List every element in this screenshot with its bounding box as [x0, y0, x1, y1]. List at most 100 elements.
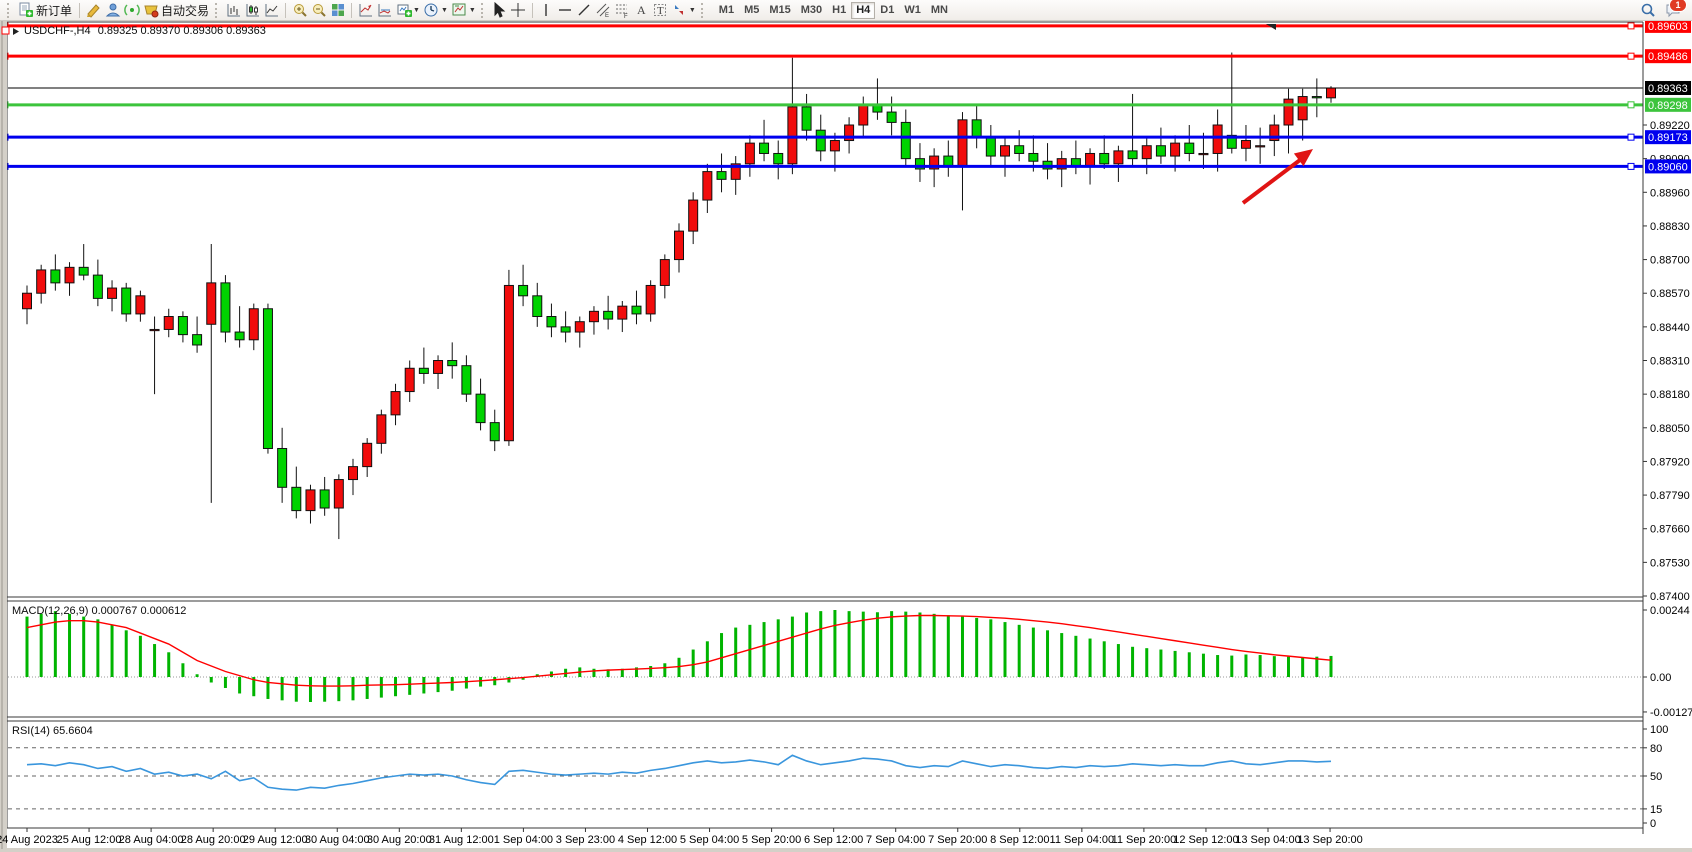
toolbar: 新订单 自动交易 ▼ ▼ ▼: [0, 0, 1692, 21]
new-order-icon[interactable]: [16, 2, 35, 19]
svg-text:80: 80: [1650, 743, 1662, 755]
channel-tool-icon[interactable]: E: [594, 2, 613, 19]
svg-text:13 Sep 20:00: 13 Sep 20:00: [1297, 834, 1362, 846]
symbol-marker-icon: [13, 28, 19, 35]
svg-text:0.89220: 0.89220: [1650, 120, 1690, 132]
svg-text:0.87400: 0.87400: [1650, 591, 1690, 603]
crosshair-icon[interactable]: [509, 2, 528, 19]
chart-symbol-period: USDCHF-,H4: [24, 25, 91, 37]
toolbar-grip[interactable]: [480, 2, 487, 18]
svg-text:100: 100: [1650, 724, 1668, 736]
profile-icon[interactable]: [103, 2, 122, 19]
label-tool-icon[interactable]: T: [651, 2, 670, 19]
macd-pane: 0.00244 0.00 -0.001273: [8, 605, 1692, 719]
svg-text:0.88440: 0.88440: [1650, 322, 1690, 334]
timeframe-d1[interactable]: D1: [880, 4, 895, 16]
search-icon[interactable]: [1638, 2, 1657, 19]
svg-text:0: 0: [1650, 818, 1656, 830]
notification-badge[interactable]: 1: [1669, 0, 1687, 12]
svg-text:7 Sep 20:00: 7 Sep 20:00: [928, 834, 987, 846]
svg-text:3 Sep 23:00: 3 Sep 23:00: [556, 834, 615, 846]
auto-trading-label[interactable]: 自动交易: [161, 3, 210, 18]
signal-icon[interactable]: [122, 2, 141, 19]
svg-text:A: A: [637, 3, 646, 17]
period-caret-icon[interactable]: ▼: [440, 6, 448, 14]
svg-text:4 Sep 12:00: 4 Sep 12:00: [618, 834, 677, 846]
rsi-pane: 100 80 50 15 0: [8, 724, 1668, 830]
vertical-line-tool-icon[interactable]: [537, 2, 556, 19]
svg-text:T: T: [657, 5, 664, 17]
svg-text:11 Sep 04:00: 11 Sep 04:00: [1050, 834, 1115, 846]
svg-text:0.88700: 0.88700: [1650, 255, 1690, 267]
timeframe-w1[interactable]: W1: [904, 4, 921, 16]
trendline-tool-icon[interactable]: [575, 2, 594, 19]
bar-chart-icon[interactable]: [224, 2, 243, 19]
timeframe-h1[interactable]: H1: [832, 4, 847, 16]
svg-text:0.89603: 0.89603: [1648, 21, 1688, 33]
svg-text:0.87530: 0.87530: [1650, 557, 1690, 569]
cursor-icon[interactable]: [490, 2, 509, 19]
timeframe-mn[interactable]: MN: [930, 4, 948, 16]
period-clock-icon[interactable]: [422, 2, 441, 19]
timeframe-m1[interactable]: M1: [718, 4, 735, 16]
toolbar-separator: [79, 2, 81, 18]
svg-text:8 Sep 12:00: 8 Sep 12:00: [990, 834, 1049, 846]
timeframe-group: M1 M5 M15 M30 H1 H4 D1 W1 MN: [714, 1, 953, 19]
rsi-indicator-name: RSI(14): [12, 725, 50, 737]
timeframe-h4[interactable]: H4: [851, 1, 876, 19]
svg-text:13 Sep 04:00: 13 Sep 04:00: [1235, 834, 1300, 846]
indicator-window-icon[interactable]: [375, 2, 394, 19]
arrows-caret-icon[interactable]: ▼: [688, 6, 696, 14]
timeframe-m30[interactable]: M30: [800, 4, 823, 16]
svg-text:0.88830: 0.88830: [1650, 221, 1690, 233]
new-chart-icon[interactable]: [394, 2, 413, 19]
svg-text:24 Aug 2023: 24 Aug 2023: [0, 834, 58, 846]
svg-text:0.88570: 0.88570: [1650, 288, 1690, 300]
svg-text:0.88960: 0.88960: [1650, 187, 1690, 199]
auto-trading-icon[interactable]: [141, 2, 160, 19]
svg-text:31 Aug 12:00: 31 Aug 12:00: [429, 834, 494, 846]
arrows-tool-icon[interactable]: [670, 2, 689, 19]
indicators-icon[interactable]: [356, 2, 375, 19]
arrow-annotation[interactable]: [1241, 149, 1313, 205]
svg-text:1 Sep 04:00: 1 Sep 04:00: [494, 834, 553, 846]
new-order-label[interactable]: 新订单: [36, 3, 73, 18]
svg-text:0.89173: 0.89173: [1648, 132, 1688, 144]
svg-text:0.89363: 0.89363: [1648, 83, 1688, 95]
zoom-in-icon[interactable]: [290, 2, 309, 19]
text-tool-icon[interactable]: A: [632, 2, 651, 19]
timeframe-m15[interactable]: M15: [769, 4, 791, 16]
line-chart-icon[interactable]: [262, 2, 281, 19]
zoom-out-icon[interactable]: [309, 2, 328, 19]
svg-text:25 Aug 12:00: 25 Aug 12:00: [57, 834, 122, 846]
crayon-icon[interactable]: [84, 2, 103, 19]
svg-text:28 Aug 04:00: 28 Aug 04:00: [119, 834, 184, 846]
toolbar-right-group: 1: [1638, 0, 1688, 19]
macd-main-value: 0.000767: [91, 605, 138, 617]
template-icon[interactable]: [450, 2, 469, 19]
toolbar-grip[interactable]: [700, 2, 707, 18]
fibonacci-tool-icon[interactable]: F: [613, 2, 632, 19]
candlestick-chart-icon[interactable]: [243, 2, 262, 19]
new-chart-caret-icon[interactable]: ▼: [413, 6, 420, 14]
template-caret-icon[interactable]: ▼: [468, 6, 476, 14]
svg-text:0.89060: 0.89060: [1648, 161, 1688, 173]
timeframe-m5[interactable]: M5: [744, 4, 760, 16]
tile-windows-icon[interactable]: [328, 2, 347, 19]
toolbar-separator: [285, 2, 287, 18]
toolbar-grip[interactable]: [215, 2, 221, 18]
macd-signal-value: 0.000612: [140, 605, 187, 617]
pane-borders: [0, 21, 1692, 852]
notifications-icon[interactable]: 1: [1663, 0, 1687, 19]
svg-text:7 Sep 04:00: 7 Sep 04:00: [866, 834, 925, 846]
toolbar-grip[interactable]: [7, 2, 13, 18]
svg-text:0.87790: 0.87790: [1650, 490, 1690, 502]
svg-text:30 Aug 20:00: 30 Aug 20:00: [367, 834, 432, 846]
svg-text:0.00: 0.00: [1650, 672, 1671, 684]
chart-object-markers: [1, 24, 1276, 35]
svg-text:0.88050: 0.88050: [1650, 423, 1690, 435]
svg-text:6 Sep 12:00: 6 Sep 12:00: [804, 834, 863, 846]
horizontal-line-tool-icon[interactable]: [556, 2, 575, 19]
